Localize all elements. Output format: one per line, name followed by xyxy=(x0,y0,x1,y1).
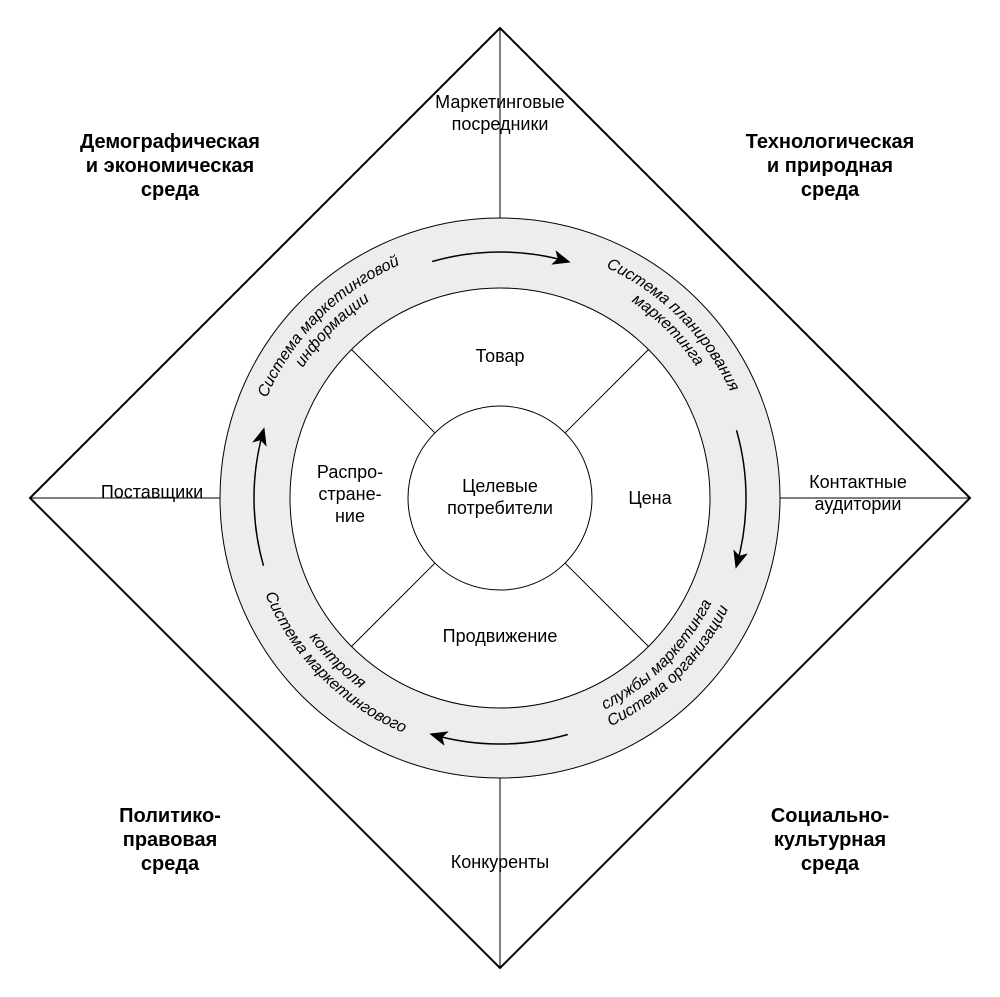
corner-label-political-legal: Политико-правоваясреда xyxy=(119,805,221,875)
corner-label-tech-natural: Технологическаяи природнаясреда xyxy=(746,131,915,201)
corner-label-socio-cultural: Социально-культурнаясреда xyxy=(771,805,889,875)
micro-label-suppliers: Поставщики xyxy=(101,482,203,502)
corner-label-demo-econ: Демографическаяи экономическаясреда xyxy=(80,131,260,201)
marketing-environment-diagram: Система маркетинговойинформацииСистема п… xyxy=(0,0,1000,997)
micro-label-competitors: Конкуренты xyxy=(451,852,549,872)
mix-label-product: Товар xyxy=(476,346,525,366)
mix-label-promotion: Продвижение xyxy=(443,626,558,646)
mix-label-price: Цена xyxy=(628,488,672,508)
